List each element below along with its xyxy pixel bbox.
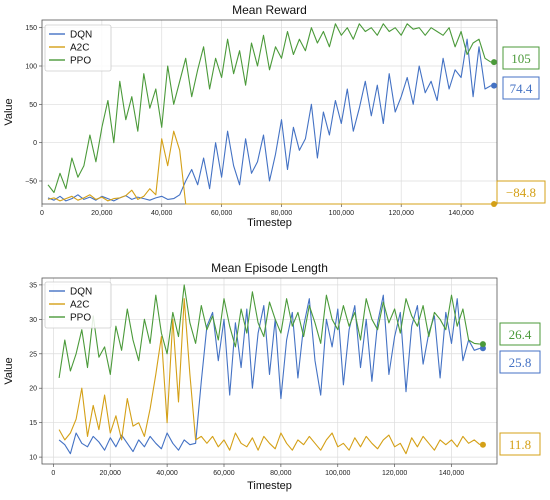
y-tick-label: 25 [29,351,37,358]
x-axis-title: Timestep [247,480,292,492]
series-line-a2c [58,298,481,455]
y-tick-label: 10 [29,455,37,462]
final-point-ppo [491,59,498,66]
final-point-dqn [491,82,498,89]
x-tick-label: 80,000 [270,470,292,477]
final-value-box-dqn [502,76,540,100]
final-value-label-ppo: 26.4 [509,327,532,342]
final-value-label-a2c: −84.8 [506,185,536,200]
y-tick-label: 35 [29,282,37,289]
series-line-dqn [58,294,481,455]
x-tick-label: 20,000 [100,470,122,477]
x-tick-label: 60,000 [213,470,235,477]
x-tick-label: 40,000 [151,210,173,217]
final-point-a2c [479,441,486,448]
y-axis-title: Value [3,357,15,384]
final-value-box-ppo [499,322,541,346]
final-point-a2c [491,201,498,207]
x-tick-label: 80,000 [271,210,293,217]
legend-label-a2c: A2C [70,300,89,311]
plot-area [42,20,497,204]
y-tick-label: 50 [29,102,37,109]
final-value-box-ppo [502,46,540,70]
y-tick-label: −50 [25,179,37,186]
series-line-ppo [47,23,492,194]
x-axis-title: Timestep [247,217,292,229]
final-point-dqn [479,345,486,352]
x-tick-label: 120,000 [382,470,407,477]
y-tick-label: 0 [33,140,37,147]
series-line-a2c [47,130,491,205]
final-value-label-a2c: 11.8 [509,437,531,452]
chart-title: Mean Reward [232,3,307,17]
x-tick-label: 40,000 [156,470,178,477]
y-tick-label: 15 [29,420,37,427]
legend-label-ppo: PPO [70,313,91,324]
final-value-box-dqn [499,350,541,374]
x-tick-label: 120,000 [389,210,414,217]
y-tick-label: 30 [29,317,37,324]
x-tick-label: 100,000 [329,210,354,217]
legend-label-ppo: PPO [70,56,91,67]
final-value-label-dqn: 25.8 [509,355,532,370]
series-line-ppo [58,284,480,378]
legend-label-dqn: DQN [70,30,92,41]
legend-label-dqn: DQN [70,287,92,298]
y-tick-label: 100 [25,64,37,71]
y-tick-label: 150 [25,25,37,32]
final-value-box-a2c [496,180,546,204]
x-tick-label: 0 [40,210,44,217]
legend-label-a2c: A2C [70,43,89,54]
x-tick-label: 60,000 [211,210,233,217]
x-tick-label: 0 [51,470,55,477]
y-axis-title: Value [3,98,15,125]
final-value-label-dqn: 74.4 [510,81,533,96]
final-value-label-ppo: 105 [511,51,531,66]
x-tick-label: 100,000 [325,470,350,477]
x-tick-label: 140,000 [439,470,464,477]
final-point-ppo [479,341,486,348]
chart-title: Mean Episode Length [211,261,328,275]
final-value-box-a2c [499,432,541,456]
x-tick-label: 20,000 [91,210,113,217]
x-tick-label: 140,000 [448,210,473,217]
y-tick-label: 20 [29,386,37,393]
plot-frame [41,277,498,465]
